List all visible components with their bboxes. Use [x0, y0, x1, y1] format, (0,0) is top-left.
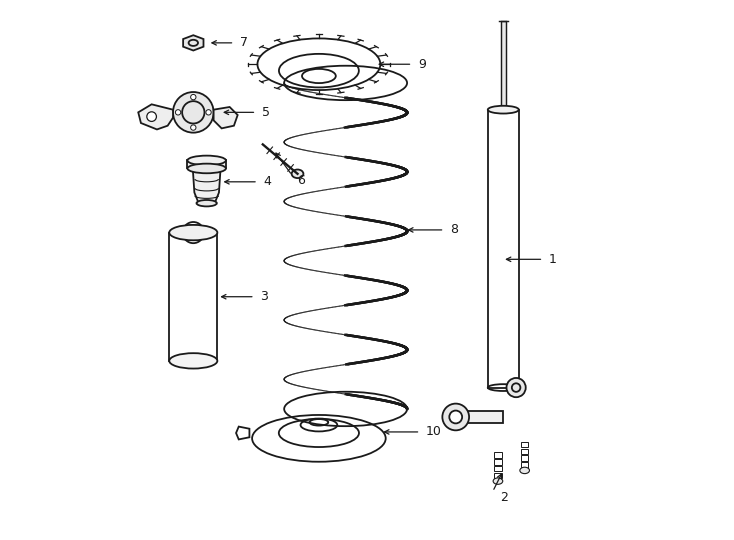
- Bar: [501, 22, 506, 110]
- Ellipse shape: [488, 106, 519, 113]
- Circle shape: [449, 410, 462, 423]
- Polygon shape: [193, 168, 220, 203]
- Bar: [494, 459, 501, 464]
- Text: 1: 1: [549, 253, 556, 266]
- Circle shape: [191, 125, 196, 130]
- Polygon shape: [214, 107, 238, 129]
- Ellipse shape: [187, 156, 226, 165]
- Circle shape: [443, 403, 469, 430]
- Text: 5: 5: [262, 106, 269, 119]
- Bar: [170, 233, 217, 361]
- Circle shape: [506, 378, 526, 397]
- Bar: [488, 110, 519, 388]
- Ellipse shape: [197, 200, 217, 206]
- Bar: [521, 462, 528, 468]
- Ellipse shape: [458, 410, 465, 423]
- Polygon shape: [138, 104, 173, 130]
- Text: 10: 10: [426, 426, 442, 438]
- Circle shape: [173, 92, 214, 133]
- Ellipse shape: [520, 467, 529, 474]
- Circle shape: [206, 110, 211, 115]
- Bar: [494, 473, 501, 478]
- Text: 3: 3: [260, 290, 268, 303]
- Bar: [461, 410, 504, 423]
- Bar: [521, 442, 528, 447]
- Circle shape: [175, 110, 181, 115]
- Text: 2: 2: [501, 491, 509, 504]
- Polygon shape: [183, 35, 203, 51]
- Ellipse shape: [170, 353, 217, 369]
- Bar: [521, 449, 528, 454]
- Text: 7: 7: [240, 36, 248, 49]
- Bar: [494, 452, 501, 457]
- Bar: [187, 160, 226, 168]
- Bar: [494, 466, 501, 471]
- Ellipse shape: [493, 478, 503, 484]
- Text: 9: 9: [418, 58, 426, 71]
- Ellipse shape: [187, 164, 226, 173]
- Text: 4: 4: [264, 176, 271, 188]
- Circle shape: [191, 94, 196, 100]
- Text: 6: 6: [297, 174, 305, 187]
- Ellipse shape: [170, 225, 217, 240]
- Text: 8: 8: [450, 224, 458, 237]
- Ellipse shape: [291, 170, 303, 178]
- Bar: [521, 455, 528, 461]
- Circle shape: [147, 112, 156, 122]
